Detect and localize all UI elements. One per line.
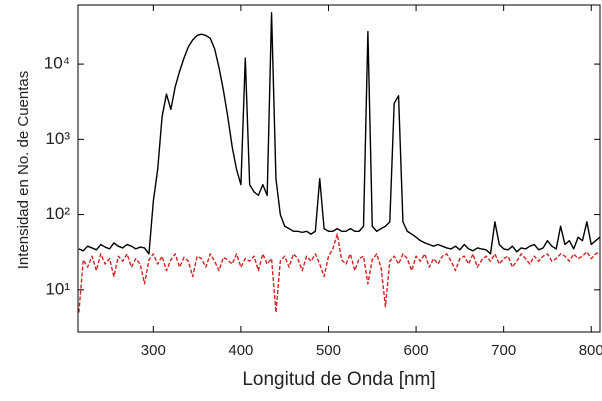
series-line [78, 233, 600, 314]
y-tick-label: 10³ [45, 129, 70, 148]
x-tick-label: 400 [228, 342, 253, 359]
x-tick-label: 300 [141, 342, 166, 359]
x-tick-label: 600 [404, 342, 429, 359]
x-tick-label: 500 [316, 342, 341, 359]
y-tick-label: 10² [45, 204, 70, 223]
series-line [78, 12, 600, 255]
y-tick-label: 10¹ [45, 279, 70, 298]
x-tick-label: 800 [579, 342, 602, 359]
y-axis-title: Intensidad en No. de Cuentas [15, 71, 32, 269]
plot-frame [77, 4, 601, 333]
x-axis-title: Longitud de Onda [nm] [242, 369, 435, 390]
x-tick-label: 700 [491, 342, 516, 359]
y-tick-label: 10⁴ [44, 54, 70, 73]
